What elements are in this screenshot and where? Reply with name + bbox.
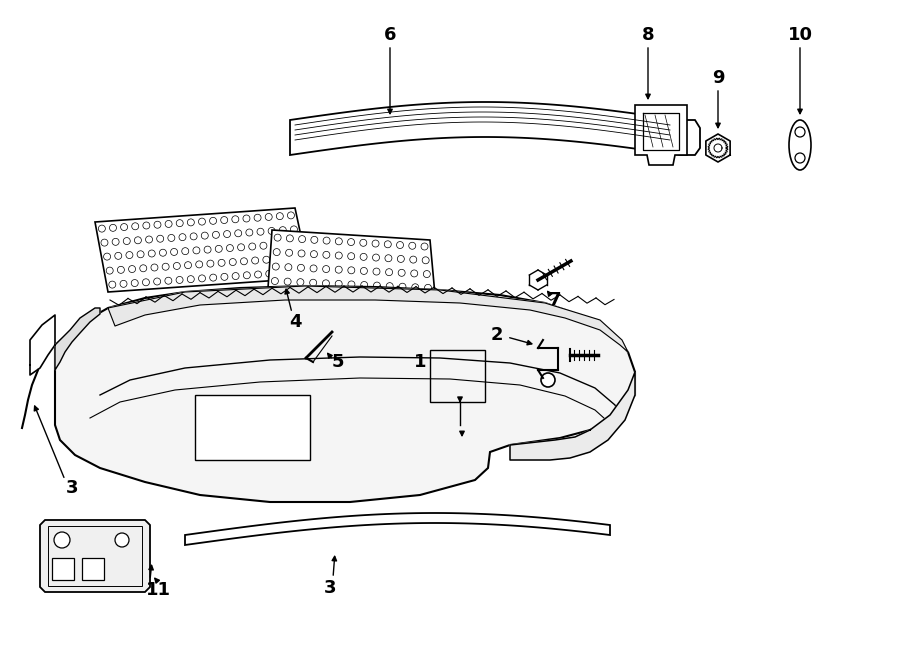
Text: 7: 7 bbox=[549, 291, 562, 309]
Text: 11: 11 bbox=[146, 581, 170, 599]
Ellipse shape bbox=[115, 533, 129, 547]
Text: 2: 2 bbox=[491, 326, 503, 344]
FancyBboxPatch shape bbox=[82, 558, 104, 580]
Polygon shape bbox=[95, 208, 310, 292]
Text: 8: 8 bbox=[642, 26, 654, 44]
Polygon shape bbox=[706, 134, 730, 162]
Polygon shape bbox=[510, 372, 635, 460]
Text: 3: 3 bbox=[66, 479, 78, 497]
Text: 1: 1 bbox=[414, 353, 427, 371]
Ellipse shape bbox=[795, 127, 805, 137]
Ellipse shape bbox=[541, 373, 555, 387]
Text: 3: 3 bbox=[324, 579, 337, 597]
Polygon shape bbox=[185, 513, 610, 545]
Text: 10: 10 bbox=[788, 26, 813, 44]
Polygon shape bbox=[40, 520, 150, 592]
Ellipse shape bbox=[54, 532, 70, 548]
Polygon shape bbox=[290, 102, 700, 155]
FancyBboxPatch shape bbox=[52, 558, 74, 580]
Text: 4: 4 bbox=[289, 313, 302, 331]
Text: 9: 9 bbox=[712, 69, 724, 87]
Ellipse shape bbox=[795, 153, 805, 163]
Polygon shape bbox=[635, 105, 687, 165]
Polygon shape bbox=[55, 308, 100, 370]
Ellipse shape bbox=[789, 120, 811, 170]
Polygon shape bbox=[268, 230, 435, 295]
Text: 5: 5 bbox=[332, 353, 344, 371]
Polygon shape bbox=[55, 286, 635, 502]
FancyBboxPatch shape bbox=[195, 395, 310, 460]
Text: 6: 6 bbox=[383, 26, 396, 44]
Polygon shape bbox=[108, 286, 628, 352]
